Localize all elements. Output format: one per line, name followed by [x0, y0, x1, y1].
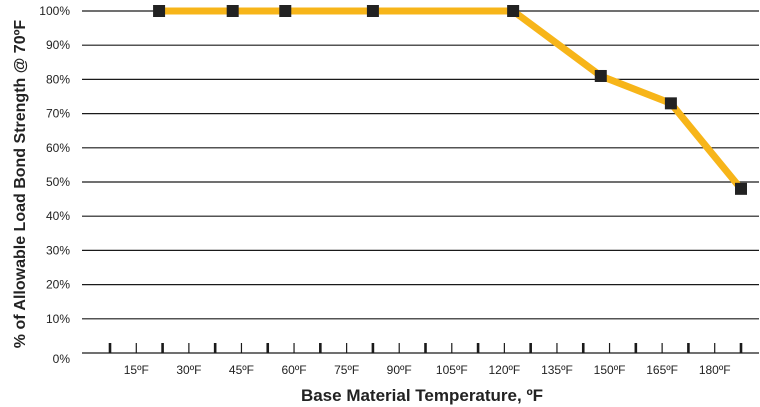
y-tick-label: 20%: [46, 278, 70, 292]
y-tick-label: 80%: [46, 72, 70, 86]
x-tick-label: 120ºF: [489, 363, 521, 377]
x-axis-title: Base Material Temperature, ºF: [301, 386, 543, 405]
data-point: [507, 5, 520, 17]
x-tick-label: 15ºF: [124, 363, 149, 377]
data-point: [664, 97, 677, 110]
y-tick-label: 10%: [46, 312, 70, 326]
data-point: [594, 69, 607, 82]
x-tick-label: 180ºF: [699, 363, 731, 377]
data-point: [735, 182, 747, 195]
x-tick-label: 60ºF: [282, 363, 307, 377]
y-tick-labels: 0% 10% 20% 30% 40% 50% 60% 70% 80% 90% 100%: [39, 4, 70, 366]
series-line: [155, 7, 745, 193]
y-tick-label: 0%: [53, 352, 71, 366]
grid-lines: [82, 10, 759, 320]
x-tick-label: 30ºF: [176, 363, 201, 377]
x-axis: [82, 343, 759, 354]
x-tick-label: 90ºF: [387, 363, 412, 377]
y-tick-label: 70%: [46, 107, 70, 121]
x-tick-label: 135ºF: [541, 363, 573, 377]
data-series: [153, 5, 747, 195]
x-tick-label: 165ºF: [646, 363, 678, 377]
data-point: [279, 5, 292, 17]
x-tick-labels: 15ºF 30ºF 45ºF 60ºF 75ºF 90ºF 105ºF 120ºF 135ºF 1…: [124, 363, 731, 377]
y-tick-label: 60%: [46, 141, 70, 155]
y-tick-label: 30%: [46, 243, 70, 257]
y-tick-label: 50%: [46, 175, 70, 189]
x-tick-label: 105ºF: [436, 363, 468, 377]
x-tick-label: 75ºF: [334, 363, 359, 377]
x-tick-label: 150ºF: [594, 363, 626, 377]
data-point: [366, 5, 379, 17]
data-point: [226, 5, 239, 17]
x-tick-label: 45ºF: [229, 363, 254, 377]
data-point: [153, 5, 166, 17]
y-tick-label: 40%: [46, 209, 70, 223]
y-tick-label: 90%: [46, 38, 70, 52]
y-tick-label: 100%: [39, 4, 70, 18]
y-axis-title: % of Allowable Load Bond Strength @ 70ºF: [12, 20, 29, 349]
